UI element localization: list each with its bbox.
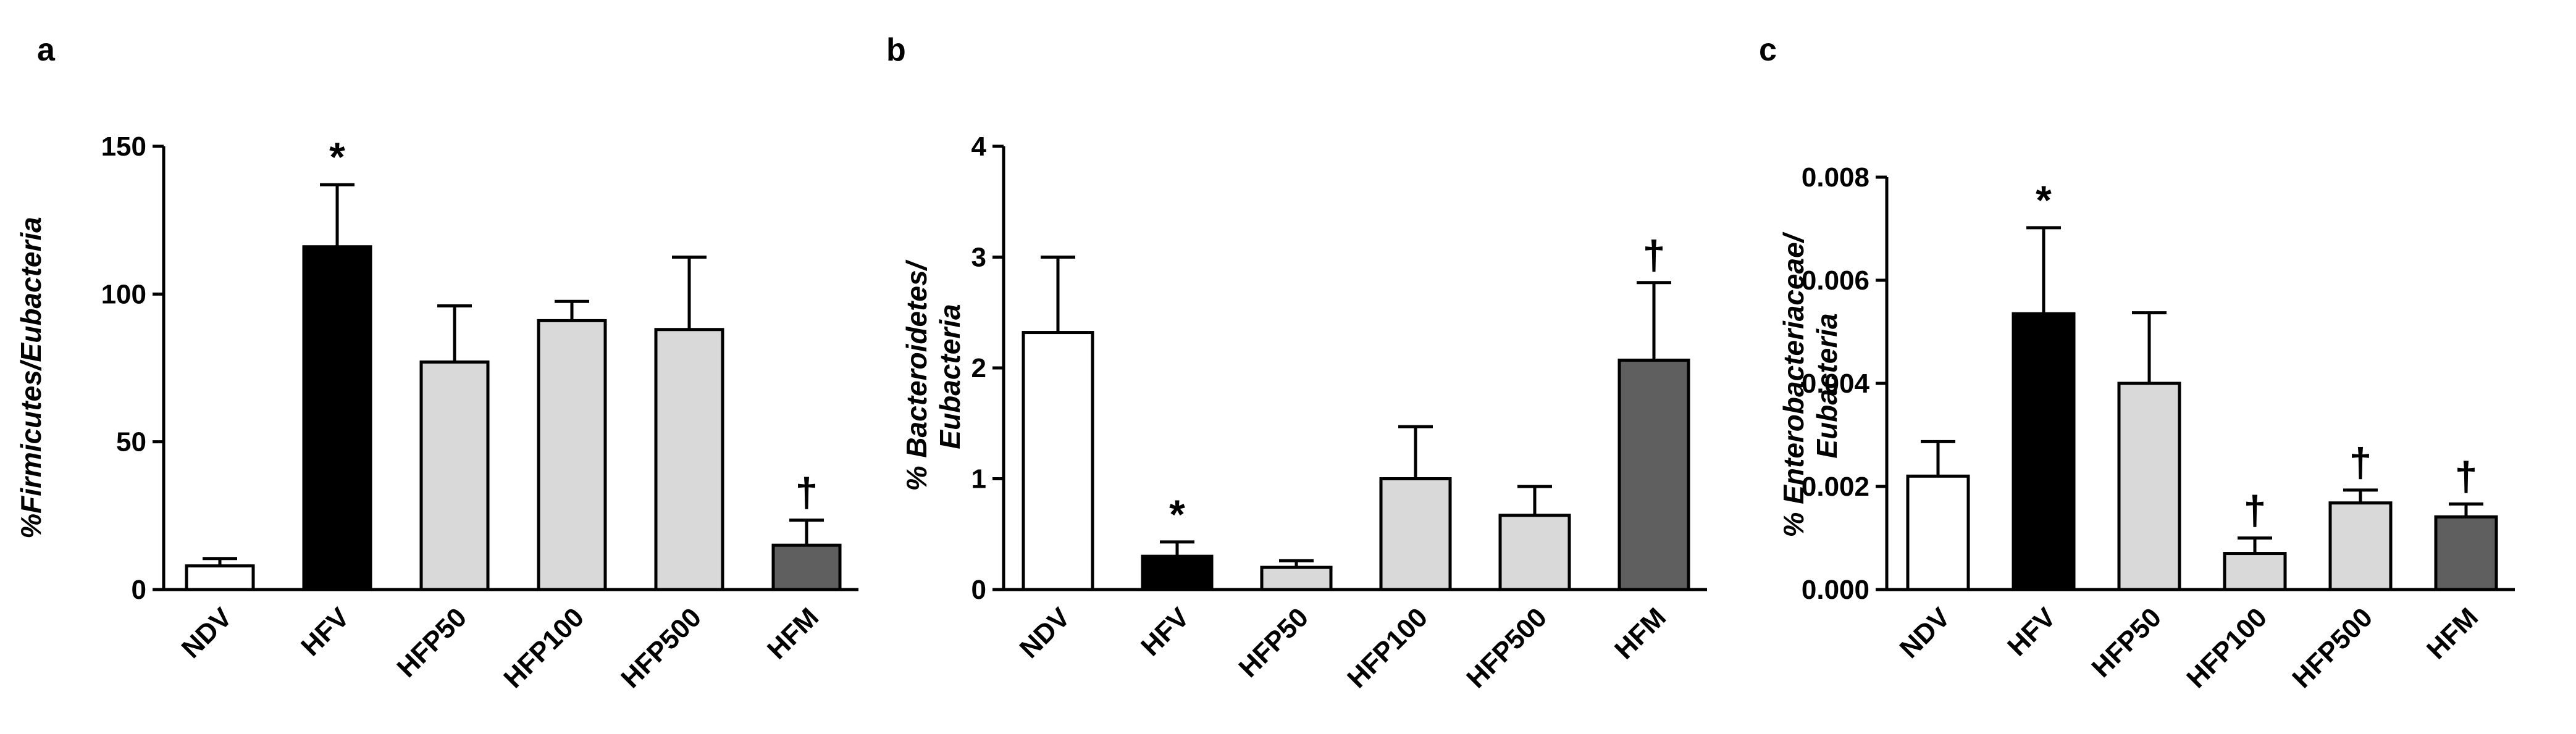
y-tick-label: 50 [116,427,146,457]
bar [537,319,607,591]
panel-c-bars [1906,226,2498,591]
category-label: HFM [761,602,824,665]
significance-mark: † [1643,232,1666,278]
panel-b-letter: b [886,32,906,68]
category-label: HFP500 [2286,602,2378,694]
y-tick-label: 0.000 [1802,575,1869,605]
y-tick-label: 0.004 [1802,369,1870,399]
y-tick-label: 0.006 [1802,265,1869,296]
panel-c-axes [1885,177,2515,591]
panel-c-y-ticks: 0.000 0.002 0.004 0.006 0.008 [1802,162,1887,605]
panel-c-y-axis-label-line1-text: % Enterobacteriaceae/ [1777,231,1810,537]
category-label: HFP500 [1461,602,1553,694]
bar [1022,331,1094,591]
significance-mark: † [795,470,818,515]
panel-c-letter: c [1759,32,1777,68]
bar [1617,358,1690,591]
bar [1379,477,1452,591]
panel-a-letter: a [37,32,56,68]
y-tick-label: 4 [971,131,987,162]
bar [185,564,255,591]
y-tick-label: 0.008 [1802,162,1869,193]
panel-b-axes [1002,146,1707,591]
panel-c-y-axis-label-line2-text: Eubacteria [1811,313,1843,458]
category-label: HFV [2002,602,2062,662]
significance-mark: * [329,134,345,180]
category-label: HFP500 [615,602,707,694]
panel-b-y-ticks: 0 1 2 3 4 [971,131,1004,605]
bar [2012,312,2076,591]
panel-a-y-axis-label: %Firmicutes/Eubacteria [15,217,47,539]
significance-mark: † [2244,488,2267,533]
significance-mark: * [1169,491,1185,537]
y-tick-label: 1 [971,464,986,494]
panel-b-bars [1022,256,1690,591]
panel-b-category-labels: NDV HFV HFP50 HFP100 HFP500 HFM [1014,602,1672,694]
bar [1906,474,1970,591]
category-label: HFP100 [1341,602,1433,694]
panel-b-significance-marks: *† [1169,232,1665,537]
bar [771,543,842,591]
bar [2223,552,2287,591]
category-label: HFP50 [2086,602,2167,683]
panel-a: a %Firmicutes/Eubacteria 0 50 100 150 NDV HF… [15,32,858,694]
y-tick-label: 3 [971,243,986,273]
category-label: HFP100 [2181,602,2273,694]
bar [1260,565,1333,591]
panel-b-y-axis-label-line2-text: Eubacteria [934,304,966,449]
bar [654,328,724,591]
panel-a-axes [162,146,858,591]
panel-c-significance-marks: * † † † [2036,177,2477,533]
category-label: HFM [1609,602,1672,665]
bar [1141,554,1214,591]
category-label: HFP50 [392,602,472,683]
y-tick-label: 2 [971,353,986,383]
significance-mark: † [2455,453,2478,499]
y-tick-label: 0 [971,575,986,605]
panel-a-y-ticks: 0 50 100 150 [101,131,164,605]
panel-b-y-axis-label-line1-text: % Bacteroidetes/ [900,259,933,491]
y-tick-label: 150 [101,131,146,162]
y-tick-label: 0.002 [1802,472,1869,502]
y-tick-label: 0 [132,575,146,605]
panel-a-bars [185,183,842,591]
panel-c-category-labels: NDV HFV HFP50 HFP100 HFP500 HFM [1894,602,2484,694]
bar [2117,382,2181,591]
category-label: NDV [176,602,238,664]
category-label: HFV [295,602,355,662]
bar [1498,514,1571,591]
category-label: HFP100 [498,602,590,694]
category-label: NDV [1014,602,1076,664]
y-tick-label: 100 [101,279,146,309]
panel-a-significance-marks: *† [329,134,818,515]
category-label: NDV [1894,602,1957,664]
panel-a-category-labels: NDV HFV HFP50 HFP100 HFP500 HFM [176,602,824,694]
bar [2328,501,2393,591]
category-label: HFP50 [1233,602,1314,683]
bar [2434,515,2498,591]
bar [302,245,372,591]
category-label: HFV [1135,602,1195,662]
bar [419,360,490,591]
significance-mark: † [2349,440,2372,485]
significance-mark: * [2036,177,2052,223]
category-label: HFM [2421,602,2484,665]
